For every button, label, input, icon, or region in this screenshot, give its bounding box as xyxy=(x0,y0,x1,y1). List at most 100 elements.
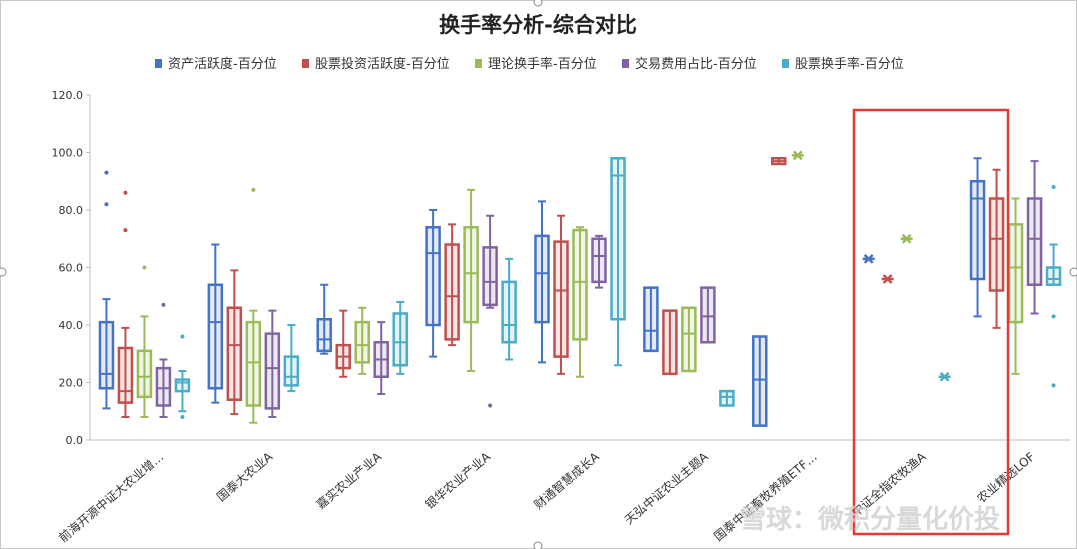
box-plot xyxy=(591,234,607,289)
box-plot xyxy=(752,335,768,427)
box-iqr xyxy=(662,309,678,376)
box-iqr xyxy=(316,318,332,353)
watermark: 雪球：微积分量化价投 xyxy=(740,504,1000,535)
legend-swatch xyxy=(475,59,482,68)
box-plot xyxy=(791,150,804,161)
box-iqr xyxy=(463,226,479,324)
box-plot xyxy=(862,253,875,264)
box-plot xyxy=(501,257,517,361)
box-plot xyxy=(207,243,224,404)
box-iqr xyxy=(969,180,986,281)
box-plot xyxy=(1026,160,1043,315)
axes: 0.0 20.0 40.0 60.0 80.0 100.0 120.0 xyxy=(52,89,1070,447)
legend-item: 股票投资活跃度-百分位 xyxy=(302,56,450,72)
box-iqr xyxy=(174,378,191,393)
box-iqr xyxy=(553,240,569,358)
single-value-marker xyxy=(938,371,951,382)
box-iqr xyxy=(283,355,300,387)
legend-swatch xyxy=(782,59,789,68)
box-plot xyxy=(482,214,498,408)
box-iqr xyxy=(392,312,408,367)
box-plot xyxy=(610,157,626,367)
outlier-point xyxy=(161,302,166,307)
box-iqr xyxy=(155,366,172,407)
box-iqr xyxy=(425,226,441,327)
box-iqr xyxy=(136,349,153,399)
box-iqr xyxy=(1007,223,1024,324)
box-plot xyxy=(662,309,678,376)
box-plot xyxy=(534,200,550,364)
box-iqr xyxy=(643,286,659,353)
box-plot xyxy=(900,233,913,244)
box-iqr xyxy=(264,332,281,410)
legend-label: 理论换手率-百分位 xyxy=(488,56,597,72)
box-plot xyxy=(681,306,697,373)
legend-swatch xyxy=(302,59,309,68)
outlier-point xyxy=(104,202,109,207)
box-plot xyxy=(174,334,191,419)
box-plot xyxy=(117,190,134,418)
box-plot xyxy=(155,302,172,418)
box-iqr xyxy=(482,246,498,307)
legend-label: 股票投资活跃度-百分位 xyxy=(315,56,450,72)
box-iqr xyxy=(591,237,607,284)
y-tick-label: 40.0 xyxy=(59,319,84,332)
box-plot xyxy=(700,286,716,344)
box-plot xyxy=(425,209,441,358)
box-plot xyxy=(444,223,460,347)
box-plot xyxy=(771,157,787,166)
resize-handle[interactable] xyxy=(1069,267,1077,277)
outlier-point xyxy=(123,190,128,195)
box-iqr xyxy=(501,280,517,344)
single-value-marker xyxy=(900,233,913,244)
box-plot xyxy=(881,274,894,284)
box-iqr xyxy=(681,306,697,373)
box-plot xyxy=(316,283,332,355)
single-value-marker xyxy=(791,150,804,161)
resize-handle[interactable] xyxy=(533,0,543,7)
box-plot xyxy=(226,269,243,416)
legend-item: 资产活跃度-百分位 xyxy=(155,56,277,72)
box-plot xyxy=(392,301,408,375)
box-plot xyxy=(98,170,115,410)
box-plot xyxy=(719,389,735,407)
box-plot xyxy=(245,187,262,424)
box-iqr xyxy=(354,320,370,364)
plot-area xyxy=(98,150,1062,427)
box-iqr xyxy=(988,197,1005,292)
box-plot xyxy=(463,188,479,372)
outlier-point xyxy=(1051,185,1056,189)
resize-handle[interactable] xyxy=(533,541,543,549)
box-plot xyxy=(969,157,986,318)
chart-legend: 资产活跃度-百分位 股票投资活跃度-百分位 理论换手率-百分位 交易费用占比-百分位 股… xyxy=(155,56,904,72)
y-tick-label: 0.0 xyxy=(66,434,84,447)
box-iqr xyxy=(444,243,460,341)
resize-handle[interactable] xyxy=(0,267,7,277)
box-iqr xyxy=(572,228,588,341)
box-iqr xyxy=(534,234,550,324)
legend-swatch xyxy=(155,59,162,68)
chart-title: 换手率分析-综合对比 xyxy=(439,13,637,37)
outlier-point xyxy=(1051,383,1056,388)
box-iqr xyxy=(207,283,224,390)
box-iqr xyxy=(226,306,243,401)
box-iqr xyxy=(719,389,735,407)
box-plot xyxy=(335,309,351,378)
box-plot xyxy=(572,226,588,378)
box-iqr xyxy=(610,157,626,321)
box-iqr xyxy=(700,286,716,344)
box-iqr xyxy=(1045,266,1062,286)
legend-item: 理论换手率-百分位 xyxy=(475,56,597,72)
box-plot xyxy=(1045,185,1062,388)
legend-label: 资产活跃度-百分位 xyxy=(168,56,277,72)
y-tick-label: 100.0 xyxy=(52,147,84,160)
legend-item: 交易费用占比-百分位 xyxy=(622,56,757,72)
legend-item: 股票换手率-百分位 xyxy=(782,56,904,72)
outlier-point xyxy=(180,415,185,419)
box-plot xyxy=(643,286,659,353)
box-plot xyxy=(354,306,370,375)
highlight-frame xyxy=(852,108,1010,536)
